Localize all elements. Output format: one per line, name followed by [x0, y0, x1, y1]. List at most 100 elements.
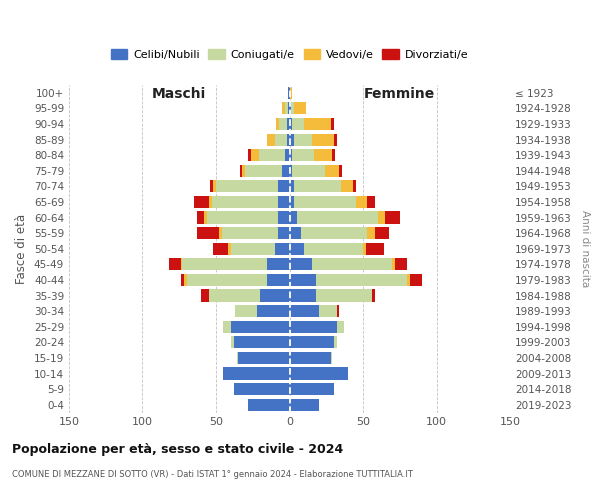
- Bar: [290, 368, 348, 380]
- Bar: [290, 383, 334, 395]
- Bar: [287, 118, 290, 130]
- Bar: [204, 212, 207, 224]
- Bar: [290, 336, 334, 348]
- Bar: [209, 196, 212, 208]
- Bar: [356, 196, 367, 208]
- Bar: [294, 196, 356, 208]
- Bar: [337, 320, 344, 333]
- Bar: [292, 164, 325, 177]
- Bar: [290, 118, 292, 130]
- Bar: [268, 134, 275, 145]
- Bar: [410, 274, 422, 286]
- Bar: [210, 180, 213, 192]
- Bar: [292, 118, 304, 130]
- Bar: [213, 180, 216, 192]
- Bar: [340, 164, 343, 177]
- Bar: [182, 258, 268, 270]
- Bar: [290, 398, 319, 411]
- Text: COMUNE DI MEZZANE DI SOTTO (VR) - Dati ISTAT 1° gennaio 2024 - Elaborazione TUTT: COMUNE DI MEZZANE DI SOTTO (VR) - Dati I…: [12, 470, 413, 479]
- Bar: [248, 398, 290, 411]
- Bar: [202, 290, 209, 302]
- Bar: [230, 242, 275, 255]
- Bar: [407, 274, 410, 286]
- Bar: [290, 352, 331, 364]
- Bar: [260, 290, 290, 302]
- Bar: [290, 196, 294, 208]
- Bar: [372, 290, 375, 302]
- Bar: [292, 149, 314, 162]
- Bar: [207, 212, 278, 224]
- Bar: [304, 118, 331, 130]
- Bar: [276, 118, 279, 130]
- Bar: [290, 258, 311, 270]
- Bar: [290, 86, 292, 99]
- Text: Maschi: Maschi: [152, 86, 206, 101]
- Bar: [285, 102, 288, 115]
- Text: Popolazione per età, sesso e stato civile - 2024: Popolazione per età, sesso e stato civil…: [12, 442, 343, 456]
- Bar: [275, 242, 290, 255]
- Bar: [290, 180, 294, 192]
- Bar: [181, 258, 182, 270]
- Bar: [367, 227, 375, 239]
- Bar: [290, 274, 316, 286]
- Bar: [259, 149, 285, 162]
- Bar: [290, 212, 297, 224]
- Bar: [378, 212, 385, 224]
- Bar: [194, 196, 209, 208]
- Bar: [278, 212, 290, 224]
- Bar: [278, 227, 290, 239]
- Bar: [316, 290, 372, 302]
- Bar: [248, 149, 251, 162]
- Bar: [285, 149, 290, 162]
- Bar: [278, 196, 290, 208]
- Bar: [363, 242, 366, 255]
- Y-axis label: Anni di nascita: Anni di nascita: [580, 210, 590, 288]
- Bar: [212, 196, 278, 208]
- Bar: [216, 180, 278, 192]
- Bar: [334, 134, 337, 145]
- Bar: [297, 212, 378, 224]
- Bar: [290, 102, 291, 115]
- Bar: [334, 336, 337, 348]
- Bar: [222, 227, 278, 239]
- Bar: [395, 258, 407, 270]
- Y-axis label: Fasce di età: Fasce di età: [16, 214, 28, 284]
- Bar: [316, 274, 407, 286]
- Bar: [290, 164, 292, 177]
- Bar: [332, 149, 335, 162]
- Bar: [319, 305, 337, 317]
- Bar: [366, 242, 383, 255]
- Bar: [184, 274, 187, 286]
- Bar: [268, 258, 290, 270]
- Bar: [213, 242, 228, 255]
- Bar: [230, 320, 290, 333]
- Bar: [290, 134, 294, 145]
- Bar: [301, 227, 367, 239]
- Bar: [245, 164, 282, 177]
- Bar: [287, 134, 290, 145]
- Bar: [314, 149, 332, 162]
- Bar: [228, 242, 230, 255]
- Bar: [290, 290, 316, 302]
- Bar: [290, 149, 292, 162]
- Bar: [278, 180, 290, 192]
- Bar: [294, 134, 311, 145]
- Bar: [275, 134, 287, 145]
- Bar: [290, 320, 337, 333]
- Bar: [290, 305, 319, 317]
- Bar: [341, 180, 353, 192]
- Bar: [353, 180, 356, 192]
- Bar: [294, 180, 341, 192]
- Bar: [268, 274, 290, 286]
- Bar: [209, 290, 260, 302]
- Bar: [331, 352, 332, 364]
- Bar: [236, 352, 238, 364]
- Bar: [251, 149, 259, 162]
- Bar: [282, 102, 285, 115]
- Bar: [294, 102, 305, 115]
- Bar: [219, 227, 222, 239]
- Bar: [337, 305, 340, 317]
- Bar: [223, 320, 230, 333]
- Bar: [279, 118, 287, 130]
- Bar: [230, 336, 233, 348]
